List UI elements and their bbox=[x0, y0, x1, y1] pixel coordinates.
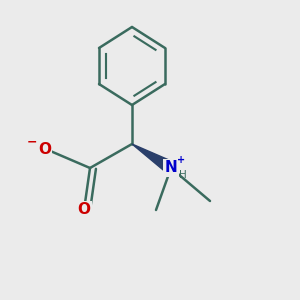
Polygon shape bbox=[132, 144, 175, 174]
Text: N: N bbox=[165, 160, 177, 175]
Text: O: O bbox=[38, 142, 51, 158]
Text: H: H bbox=[178, 170, 186, 180]
Text: +: + bbox=[176, 154, 185, 165]
Text: −: − bbox=[26, 136, 37, 149]
Text: O: O bbox=[77, 202, 91, 217]
